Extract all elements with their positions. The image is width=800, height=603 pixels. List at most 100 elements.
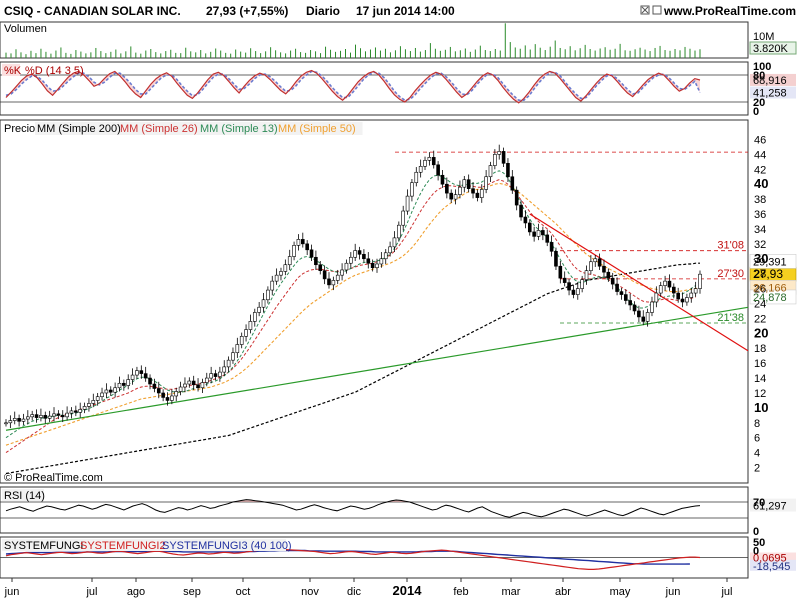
- price-tick: 26: [754, 284, 766, 296]
- legend-label: MM (Simple 50): [278, 123, 356, 135]
- x-axis-label: ago: [127, 586, 145, 598]
- candle: [4, 422, 8, 425]
- candle: [213, 373, 218, 377]
- expand-icon[interactable]: [652, 5, 662, 15]
- candle: [549, 242, 554, 252]
- x-axis-label: feb: [453, 586, 468, 598]
- x-axis-label: 2014: [393, 583, 423, 598]
- x-axis-label: abr: [555, 586, 571, 598]
- candle: [453, 194, 458, 200]
- candle: [287, 256, 292, 266]
- x-axis-label: dic: [347, 586, 362, 598]
- stochastic-k-line: [5, 69, 701, 104]
- stochastic-d-last: 41,258: [753, 88, 787, 100]
- candle: [191, 380, 196, 386]
- stochastic-tick: 100: [753, 61, 771, 73]
- candle: [100, 392, 104, 398]
- candle: [108, 389, 113, 393]
- candle: [440, 174, 445, 185]
- candle: [567, 282, 571, 291]
- candle: [52, 413, 56, 417]
- sma50-line: [5, 182, 701, 446]
- candle: [17, 418, 21, 422]
- fungi3-label: SYSTEMFUNGI3 (40 100): [162, 540, 292, 552]
- fungi-tick: 0: [753, 546, 759, 558]
- candle: [667, 280, 672, 288]
- candle: [187, 380, 192, 385]
- candle: [165, 397, 170, 401]
- candle: [261, 299, 266, 308]
- x-axis-label: may: [610, 586, 631, 598]
- candle: [488, 165, 493, 178]
- period-label: Diario: [306, 4, 340, 18]
- price-tick: 38: [754, 194, 766, 206]
- candle: [479, 189, 484, 198]
- level-label: 31'08: [717, 240, 744, 252]
- candle: [493, 154, 497, 166]
- candle: [209, 373, 213, 379]
- volume-title: Volumen: [4, 23, 47, 35]
- candle: [562, 277, 567, 283]
- price-value: 29,391: [753, 256, 787, 268]
- candle: [423, 160, 427, 167]
- window-controls[interactable]: [640, 5, 662, 15]
- candle: [379, 258, 384, 265]
- candle: [663, 280, 667, 286]
- price-tick: 16: [754, 358, 766, 370]
- candle: [532, 231, 536, 237]
- price-value: 24,878: [753, 292, 787, 304]
- candle: [650, 301, 654, 313]
- candle: [676, 292, 680, 300]
- price-tick: 28: [754, 269, 766, 281]
- panel-price: [0, 119, 749, 484]
- stochastic-d-label: %D (14 3 5): [25, 65, 84, 77]
- price-tick: 12: [754, 388, 766, 400]
- candle: [196, 384, 200, 389]
- rsi-title-bg: [2, 489, 44, 501]
- price-tick: 14: [754, 373, 766, 385]
- candle: [575, 288, 580, 295]
- candle: [301, 239, 305, 245]
- candle: [401, 210, 405, 226]
- legend-label: MM (Simple 200): [37, 123, 121, 135]
- candle: [39, 415, 43, 418]
- close-icon[interactable]: [640, 5, 650, 15]
- rsi-tick: 70: [753, 497, 765, 509]
- stochastic-title: %K: [4, 65, 22, 77]
- candle: [21, 418, 26, 422]
- candle: [418, 166, 423, 173]
- candle: [632, 304, 637, 312]
- price-tick: 20: [754, 325, 768, 340]
- candle: [34, 414, 39, 418]
- price-title: Precio: [4, 123, 35, 135]
- fungi3-box: [750, 559, 796, 571]
- candle: [161, 392, 165, 398]
- candle: [392, 237, 397, 248]
- candle: [305, 243, 309, 251]
- fungi2-label: SYSTEMFUNGI2: [80, 540, 166, 552]
- candle: [370, 262, 375, 269]
- copyright: © ProRealTime.com: [4, 472, 103, 484]
- legend-bg: [118, 122, 205, 135]
- candle: [484, 176, 488, 190]
- site-label[interactable]: www.ProRealTime.com: [663, 4, 796, 18]
- chart-title: CSIQ - CANADIAN SOLAR INC.: [4, 4, 181, 18]
- candle: [47, 415, 52, 419]
- candle: [475, 192, 480, 198]
- price-tick: 6: [754, 433, 760, 445]
- candle: [693, 288, 698, 294]
- price-tick: 10: [754, 400, 768, 415]
- level-label: 21'38: [717, 312, 744, 324]
- stochastic-d-box: [750, 86, 796, 99]
- x-axis-label: mar: [502, 586, 521, 598]
- candle: [519, 204, 523, 218]
- stochastic-tick: 0: [753, 106, 759, 118]
- candle: [296, 239, 301, 246]
- candle: [680, 298, 685, 303]
- candle: [497, 151, 502, 155]
- stochastic-fill: [6, 70, 700, 103]
- candle: [204, 377, 209, 383]
- candle: [471, 188, 475, 194]
